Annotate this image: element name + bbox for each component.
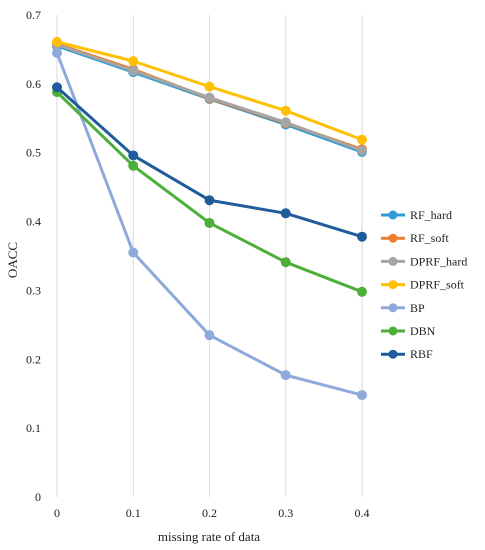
legend-marker (388, 326, 398, 336)
data-point (204, 217, 215, 228)
legend-item: DBN (381, 324, 436, 338)
data-point (280, 117, 291, 128)
legend-label: BP (410, 301, 425, 315)
data-point (128, 65, 139, 76)
y-tick-label: 0.1 (26, 421, 41, 435)
data-point (357, 286, 367, 297)
series-DPRF_hard (52, 39, 367, 156)
y-tick-label: 0 (35, 490, 41, 504)
data-point (52, 82, 62, 93)
y-tick-label: 0.6 (26, 77, 41, 91)
legend-label: RF_soft (410, 231, 449, 245)
y-tick-label: 0.3 (26, 283, 41, 297)
data-point (52, 47, 62, 58)
axes: 0 0.1 0.2 0.3 0.4 0 0.1 0.2 0.3 0.4 0.5 0.6 0.7 (26, 8, 370, 520)
y-tick-label: 0.7 (26, 8, 41, 22)
data-point (128, 150, 139, 161)
x-tick-label: 0.2 (202, 506, 217, 520)
legend-marker (388, 303, 398, 313)
series-BP (52, 47, 367, 401)
data-point (128, 247, 139, 258)
data-point (204, 330, 215, 341)
data-point (357, 145, 367, 156)
legend-label: DBN (410, 324, 436, 338)
series-DBN (52, 87, 367, 297)
series-RBF (52, 82, 367, 242)
legend-item: RF_soft (381, 231, 449, 245)
legend-item: RF_hard (381, 208, 452, 222)
legend-item: DPRF_hard (381, 254, 467, 268)
legend: RF_hard RF_soft DPRF_hard DPRF_soft BP DBN RBF (381, 208, 467, 361)
data-point (128, 160, 139, 171)
data-point (128, 56, 139, 67)
data-point (204, 92, 215, 103)
data-point (357, 390, 367, 401)
y-tick-label: 0.5 (26, 146, 41, 160)
x-tick-label: 0.1 (126, 506, 141, 520)
data-point (357, 231, 367, 242)
y-axis-title: OACC (5, 242, 20, 278)
data-point (280, 370, 291, 381)
legend-item: DPRF_soft (381, 278, 465, 292)
x-tick-label: 0 (54, 506, 60, 520)
legend-marker (388, 233, 398, 243)
legend-item: RBF (381, 347, 433, 361)
legend-label: DPRF_hard (410, 254, 467, 268)
data-point (357, 134, 367, 145)
x-tick-label: 0.3 (278, 506, 293, 520)
x-tick-label: 0.4 (355, 506, 370, 520)
y-tick-label: 0.2 (26, 352, 41, 366)
x-axis-title: missing rate of data (158, 529, 260, 544)
legend-label: RF_hard (410, 208, 452, 222)
legend-marker (388, 210, 398, 220)
series-lines (52, 36, 367, 401)
data-point (280, 105, 291, 116)
data-point (204, 195, 215, 206)
legend-label: DPRF_soft (410, 278, 465, 292)
legend-item: BP (381, 301, 425, 315)
data-point (280, 208, 291, 219)
data-point (280, 257, 291, 268)
legend-marker (388, 256, 398, 266)
y-tick-label: 0.4 (26, 215, 41, 229)
data-point (52, 36, 62, 47)
legend-marker (388, 349, 398, 359)
legend-label: RBF (410, 347, 433, 361)
series-DPRF_soft (52, 36, 367, 145)
legend-marker (388, 280, 398, 290)
data-point (204, 81, 215, 92)
